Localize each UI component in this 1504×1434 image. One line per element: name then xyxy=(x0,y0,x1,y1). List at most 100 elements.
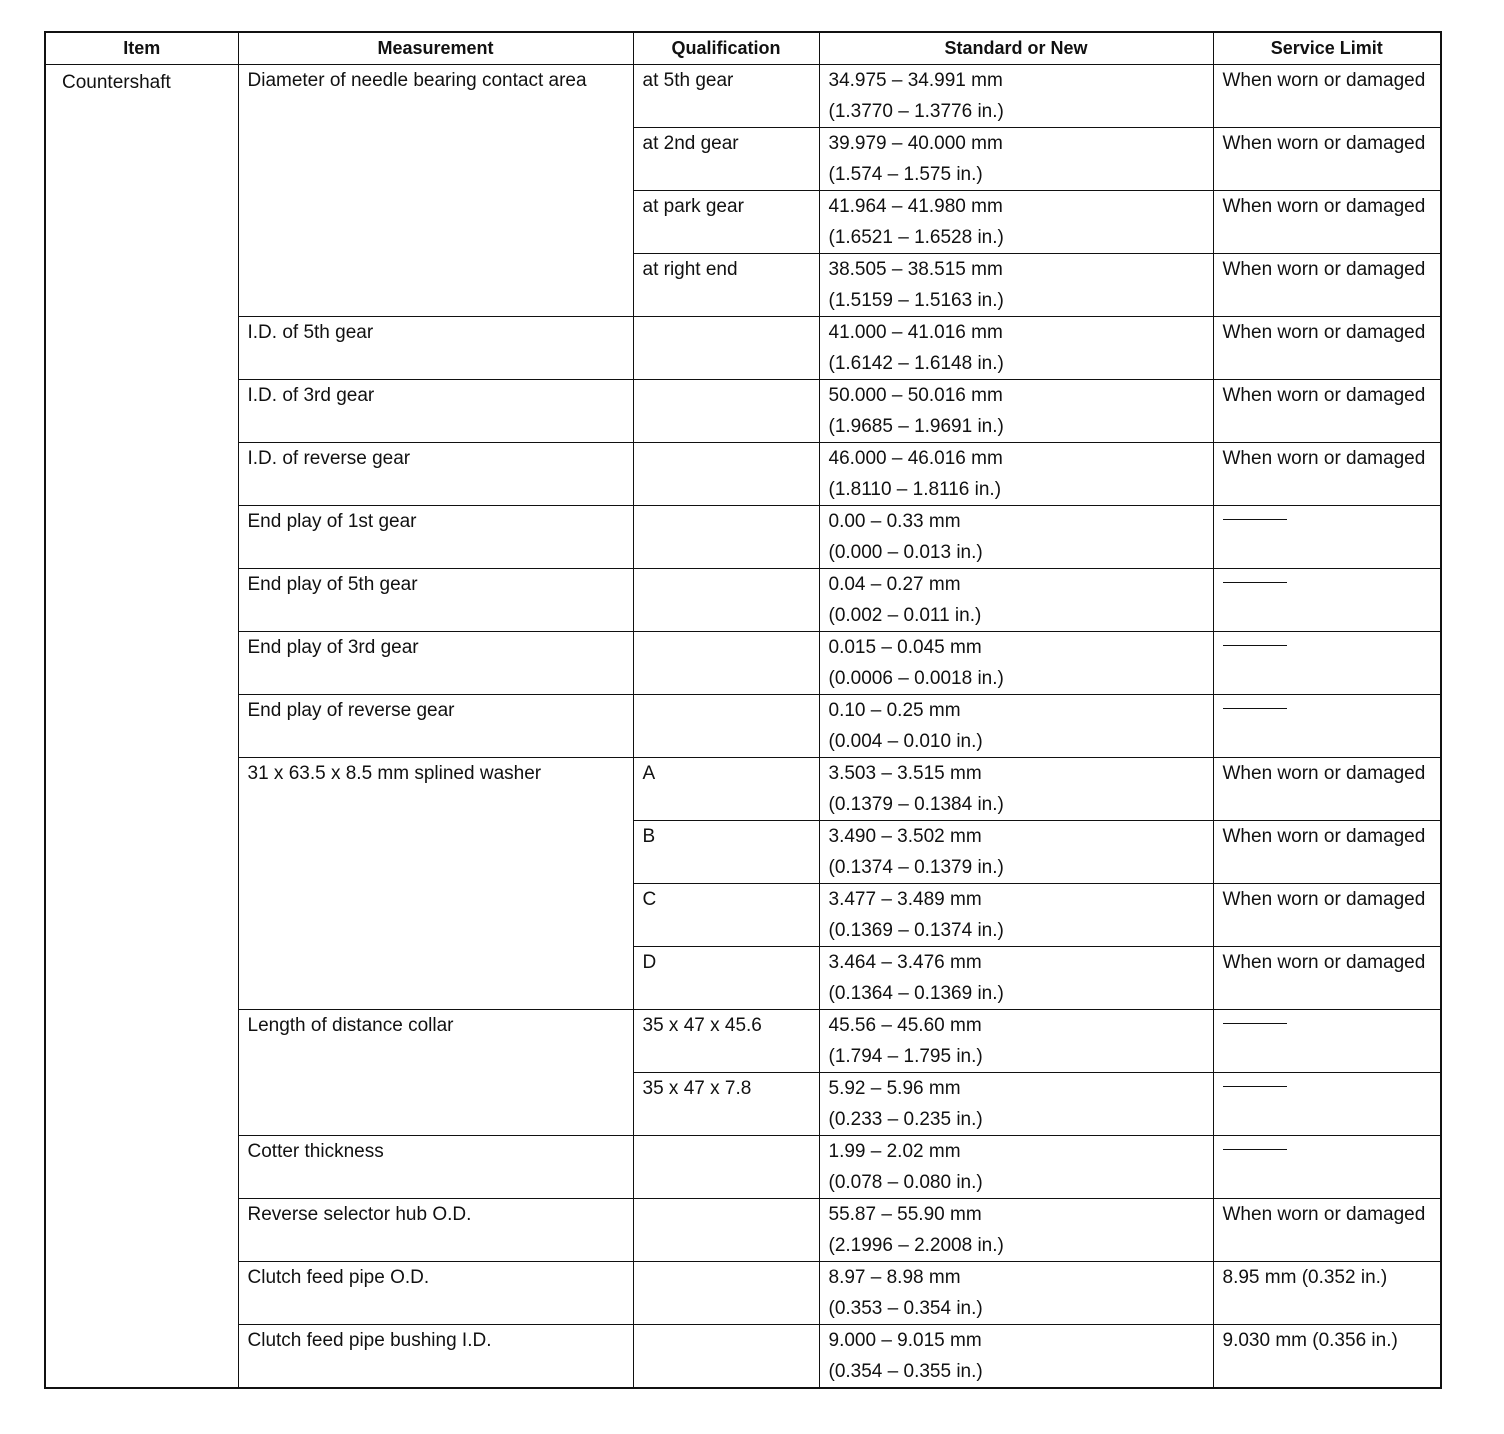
standard-in: (0.233 – 0.235 in.) xyxy=(828,1109,983,1130)
service-limit-text: When worn or damaged xyxy=(1222,322,1426,343)
service-limit-cell xyxy=(1212,694,1442,758)
service-limit-text: When worn or damaged xyxy=(1222,889,1426,910)
qualification-cell: 35 x 47 x 45.6 xyxy=(632,1009,820,1073)
table-row: End play of 1st gear 0.00 – 0.33 mm (0.000… xyxy=(45,505,1442,569)
standard-mm: 8.97 – 8.98 mm xyxy=(828,1267,961,1288)
service-limit-cell xyxy=(1212,568,1442,632)
standard-cell: 55.87 – 55.90 mm (2.1996 – 2.2008 in.) xyxy=(818,1198,1214,1262)
qualification-cell xyxy=(632,316,820,380)
standard-mm: 38.505 – 38.515 mm xyxy=(828,259,1003,280)
qualification-cell: A xyxy=(632,757,820,821)
measurement-cell: End play of reverse gear xyxy=(237,694,634,758)
standard-mm: 5.92 – 5.96 mm xyxy=(828,1078,961,1099)
service-limit-text: When worn or damaged xyxy=(1222,133,1426,154)
qualification-cell xyxy=(632,1135,820,1199)
standard-cell: 3.490 – 3.502 mm (0.1374 – 0.1379 in.) xyxy=(818,820,1214,884)
no-limit-dash xyxy=(1222,1149,1287,1151)
service-limit-text: 8.95 mm (0.352 in.) xyxy=(1222,1267,1388,1288)
table-body: Countershaft Diameter of needle bearing c… xyxy=(44,64,1442,1389)
service-limit-cell: When worn or damaged xyxy=(1212,190,1442,254)
table-row: Cotter thickness 1.99 – 2.02 mm (0.078 – 0… xyxy=(45,1135,1442,1199)
standard-mm: 0.00 – 0.33 mm xyxy=(828,511,961,532)
service-limit-cell: When worn or damaged xyxy=(1212,442,1442,506)
service-limit-cell: When worn or damaged xyxy=(1212,883,1442,947)
standard-in: (0.1364 – 0.1369 in.) xyxy=(828,983,1004,1004)
measurement-cell: 31 x 63.5 x 8.5 mm splined washer xyxy=(237,757,634,1010)
qualification-cell xyxy=(632,631,820,695)
standard-mm: 46.000 – 46.016 mm xyxy=(828,448,1003,469)
table-row: End play of 3rd gear 0.015 – 0.045 mm (0.0… xyxy=(45,631,1442,695)
standard-cell: 3.503 – 3.515 mm (0.1379 – 0.1384 in.) xyxy=(818,757,1214,821)
standard-cell: 5.92 – 5.96 mm (0.233 – 0.235 in.) xyxy=(818,1072,1214,1136)
standard-mm: 34.975 – 34.991 mm xyxy=(828,70,1003,91)
service-limit-text: When worn or damaged xyxy=(1222,385,1426,406)
qualification-cell: at 5th gear xyxy=(632,64,820,128)
standard-mm: 39.979 – 40.000 mm xyxy=(828,133,1003,154)
header-standard: Standard or New xyxy=(818,31,1214,65)
standard-mm: 3.503 – 3.515 mm xyxy=(828,763,982,784)
table-row: at 2nd gear 39.979 – 40.000 mm (1.574 – 1.… xyxy=(45,127,1442,191)
qualification-cell: at park gear xyxy=(632,190,820,254)
service-limit-text: 9.030 mm (0.356 in.) xyxy=(1222,1330,1398,1351)
standard-in: (1.3770 – 1.3776 in.) xyxy=(828,101,1004,122)
standard-cell: 0.015 – 0.045 mm (0.0006 – 0.0018 in.) xyxy=(818,631,1214,695)
table-row: D 3.464 – 3.476 mm (0.1364 – 0.1369 in.) Wh… xyxy=(45,946,1442,1010)
qualification-cell xyxy=(632,568,820,632)
standard-mm: 1.99 – 2.02 mm xyxy=(828,1141,961,1162)
standard-cell: 38.505 – 38.515 mm (1.5159 – 1.5163 in.) xyxy=(818,253,1214,317)
table-row: I.D. of reverse gear 46.000 – 46.016 mm (1… xyxy=(45,442,1442,506)
standard-mm: 0.04 – 0.27 mm xyxy=(828,574,961,595)
qualification-cell: at 2nd gear xyxy=(632,127,820,191)
standard-mm: 3.464 – 3.476 mm xyxy=(828,952,982,973)
standard-cell: 0.00 – 0.33 mm (0.000 – 0.013 in.) xyxy=(818,505,1214,569)
standard-in: (0.354 – 0.355 in.) xyxy=(828,1361,983,1382)
qualification-cell xyxy=(632,442,820,506)
qualification-cell xyxy=(632,505,820,569)
service-limit-cell: When worn or damaged xyxy=(1212,127,1442,191)
service-limit-cell: When worn or damaged xyxy=(1212,1198,1442,1262)
table-row: Length of distance collar 35 x 47 x 45.6 4… xyxy=(45,1009,1442,1136)
measurement-cell: End play of 5th gear xyxy=(237,568,634,632)
standard-cell: 9.000 – 9.015 mm (0.354 – 0.355 in.) xyxy=(818,1324,1214,1389)
no-limit-dash xyxy=(1222,1023,1287,1025)
service-limit-cell xyxy=(1212,505,1442,569)
service-limit-cell: When worn or damaged xyxy=(1212,820,1442,884)
standard-in: (1.6521 – 1.6528 in.) xyxy=(828,227,1004,248)
standard-cell: 0.04 – 0.27 mm (0.002 – 0.011 in.) xyxy=(818,568,1214,632)
table-row: 31 x 63.5 x 8.5 mm splined washer A 3.503 … xyxy=(45,757,1442,1010)
measurement-cell: I.D. of 5th gear xyxy=(237,316,634,380)
standard-in: (2.1996 – 2.2008 in.) xyxy=(828,1235,1004,1256)
header-measurement: Measurement xyxy=(237,31,634,65)
standard-mm: 0.10 – 0.25 mm xyxy=(828,700,961,721)
table-row: Reverse selector hub O.D. 55.87 – 55.90 m… xyxy=(45,1198,1442,1262)
table-row: Clutch feed pipe O.D. 8.97 – 8.98 mm (0.35… xyxy=(45,1261,1442,1325)
table-row: C 3.477 – 3.489 mm (0.1369 – 0.1374 in.) Wh… xyxy=(45,883,1442,947)
measurement-cell: Cotter thickness xyxy=(237,1135,634,1199)
standard-in: (1.9685 – 1.9691 in.) xyxy=(828,416,1004,437)
service-limit-text: When worn or damaged xyxy=(1222,448,1426,469)
standard-cell: 41.964 – 41.980 mm (1.6521 – 1.6528 in.) xyxy=(818,190,1214,254)
table-row: End play of reverse gear 0.10 – 0.25 mm (0… xyxy=(45,694,1442,758)
standard-in: (0.353 – 0.354 in.) xyxy=(828,1298,983,1319)
service-limit-text: When worn or damaged xyxy=(1222,763,1426,784)
qualification-cell: 35 x 47 x 7.8 xyxy=(632,1072,820,1136)
standard-in: (1.5159 – 1.5163 in.) xyxy=(828,290,1004,311)
standard-in: (0.1369 – 0.1374 in.) xyxy=(828,920,1004,941)
specifications-table: Item Measurement Qualification Standard … xyxy=(44,31,1442,1389)
header-item: Item xyxy=(44,31,239,65)
header-row: Item Measurement Qualification Standard … xyxy=(44,31,1442,65)
standard-mm: 3.490 – 3.502 mm xyxy=(828,826,982,847)
measurement-cell: Clutch feed pipe bushing I.D. xyxy=(237,1324,634,1389)
qualification-cell xyxy=(632,1324,820,1389)
standard-mm: 9.000 – 9.015 mm xyxy=(828,1330,982,1351)
standard-in: (1.8110 – 1.8116 in.) xyxy=(828,479,1002,500)
qualification-cell xyxy=(632,379,820,443)
qualification-cell xyxy=(632,1198,820,1262)
standard-cell: 50.000 – 50.016 mm (1.9685 – 1.9691 in.) xyxy=(818,379,1214,443)
no-limit-dash xyxy=(1222,645,1287,647)
table-row: Countershaft Diameter of needle bearing c… xyxy=(44,64,1442,1389)
standard-in: (0.002 – 0.011 in.) xyxy=(828,605,982,626)
standard-cell: 1.99 – 2.02 mm (0.078 – 0.080 in.) xyxy=(818,1135,1214,1199)
measurement-cell: Clutch feed pipe O.D. xyxy=(237,1261,634,1325)
qualification-cell xyxy=(632,1261,820,1325)
